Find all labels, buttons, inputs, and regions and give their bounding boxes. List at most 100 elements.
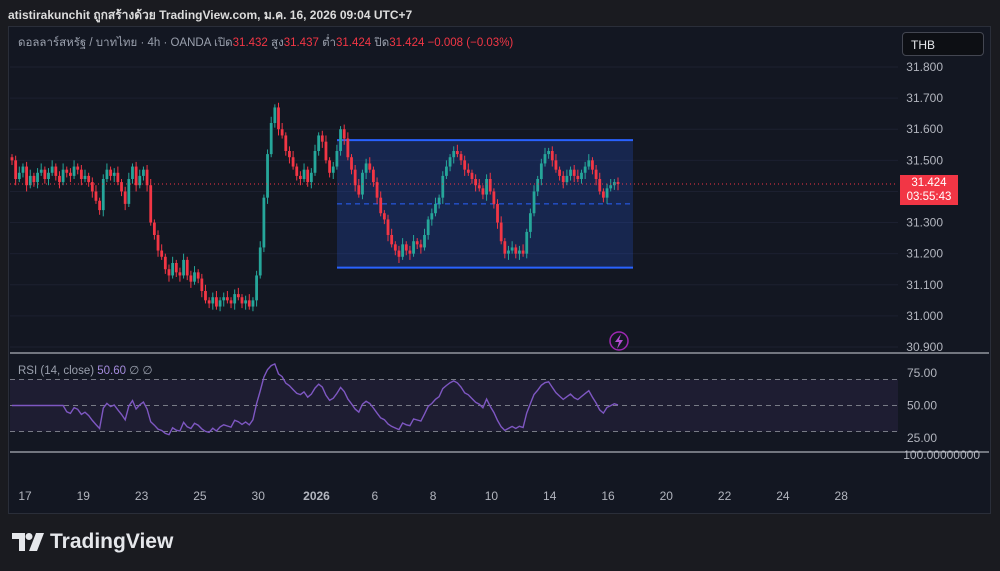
rsi-axis-extra-label: 100.00000000 (903, 448, 980, 462)
candle-body (266, 154, 269, 198)
price-tick-label: 31.600 (906, 122, 943, 136)
candle-body (14, 160, 18, 179)
candle-body (17, 172, 21, 179)
time-tick-label: 19 (77, 489, 91, 503)
candle-body (251, 300, 255, 307)
candle-body (255, 275, 258, 301)
rsi-label[interactable]: RSI (14, close) (18, 365, 95, 377)
candle-body (463, 160, 467, 170)
candle-body (580, 172, 583, 179)
candle-body (211, 297, 215, 304)
candle-body (54, 166, 58, 176)
candle-body (605, 188, 609, 198)
candle-body (339, 129, 342, 151)
candle-body (441, 175, 445, 198)
candle-body (236, 294, 240, 298)
candle-body (149, 185, 153, 223)
rsi-tick-label: 50.00 (907, 399, 937, 413)
candle-body (452, 151, 456, 158)
candle-body (499, 222, 503, 242)
candle-body (445, 166, 448, 176)
candle-body (561, 175, 565, 183)
candle-body (404, 244, 408, 251)
currency-button[interactable]: THB (902, 32, 984, 56)
candle-body (101, 179, 105, 211)
header-attribution: atistirakunchit ถูกสร้างด้วย TradingView… (8, 8, 413, 22)
brand-name: TradingView (50, 530, 174, 553)
price-tick-label: 31.800 (906, 60, 943, 74)
candle-body (426, 219, 430, 235)
last-price-tag: 31.424 03:55:43 (900, 175, 958, 205)
candle-body (262, 197, 266, 248)
candle-body (390, 235, 394, 245)
candle-body (368, 163, 372, 170)
candle-body (419, 244, 423, 248)
candle-body (204, 291, 207, 301)
candle-body (229, 300, 233, 304)
candle-body (591, 160, 594, 170)
candles (10, 102, 898, 312)
candle-body (558, 169, 561, 176)
candle-body (94, 191, 98, 201)
candle-body (298, 175, 302, 179)
low-label: ต่ำ (322, 37, 337, 49)
candle-body (284, 135, 288, 151)
lightning-icon[interactable] (609, 331, 629, 351)
candle-body (258, 247, 262, 276)
time-tick-label: 6 (371, 489, 378, 503)
candle-body (554, 160, 558, 170)
candle-body (521, 250, 525, 254)
low-value: 31.424 (336, 37, 372, 49)
candle-body (342, 129, 346, 139)
candle-body (547, 151, 551, 155)
candle-body (525, 231, 529, 254)
candle-body (269, 123, 273, 155)
candle-body (277, 107, 280, 130)
candle-body (503, 241, 507, 254)
time-tick-label: 24 (776, 489, 790, 503)
candle-body (156, 235, 160, 251)
rsi-line (12, 362, 619, 436)
candle-body (543, 154, 547, 164)
time-tick-label: 8 (430, 489, 437, 503)
candle-body (112, 172, 116, 176)
candle-body (510, 247, 514, 251)
candle-body (193, 272, 196, 282)
candle-body (280, 129, 284, 136)
time-tick-label: 16 (601, 489, 615, 503)
candle-body (123, 191, 127, 204)
candle-body (145, 169, 149, 186)
candle-body (536, 179, 540, 192)
high-label: สูง (271, 37, 284, 49)
candle-body (120, 182, 123, 192)
candle-body (470, 172, 474, 179)
candle-body (25, 166, 29, 186)
price-tick-label: 31.300 (906, 216, 943, 230)
candle-body (65, 169, 69, 173)
candle-body (539, 163, 543, 179)
candle-body (47, 172, 50, 179)
candle-body (247, 300, 251, 307)
candle-body (565, 175, 569, 183)
candle-body (138, 175, 142, 186)
candle-body (109, 169, 112, 176)
time-tick-label: 25 (193, 489, 207, 503)
candle-body (185, 259, 189, 276)
candle-body (76, 166, 80, 170)
candle-body (58, 175, 61, 183)
candle-body (178, 272, 182, 276)
candle-body (415, 241, 419, 245)
candle-body (302, 169, 306, 179)
candle-body (83, 175, 87, 179)
candle-body (182, 259, 185, 276)
candle-body (189, 275, 193, 282)
symbol-label[interactable]: ดอลลาร์สหรัฐ / บาทไทย · 4h · OANDA (18, 37, 211, 49)
time-tick-label: 14 (543, 489, 557, 503)
candle-body (455, 151, 459, 155)
candle-body (382, 213, 386, 220)
candle-body (207, 300, 211, 304)
candle-body (401, 244, 405, 257)
candle-body (36, 172, 39, 183)
candle-body (528, 213, 532, 232)
